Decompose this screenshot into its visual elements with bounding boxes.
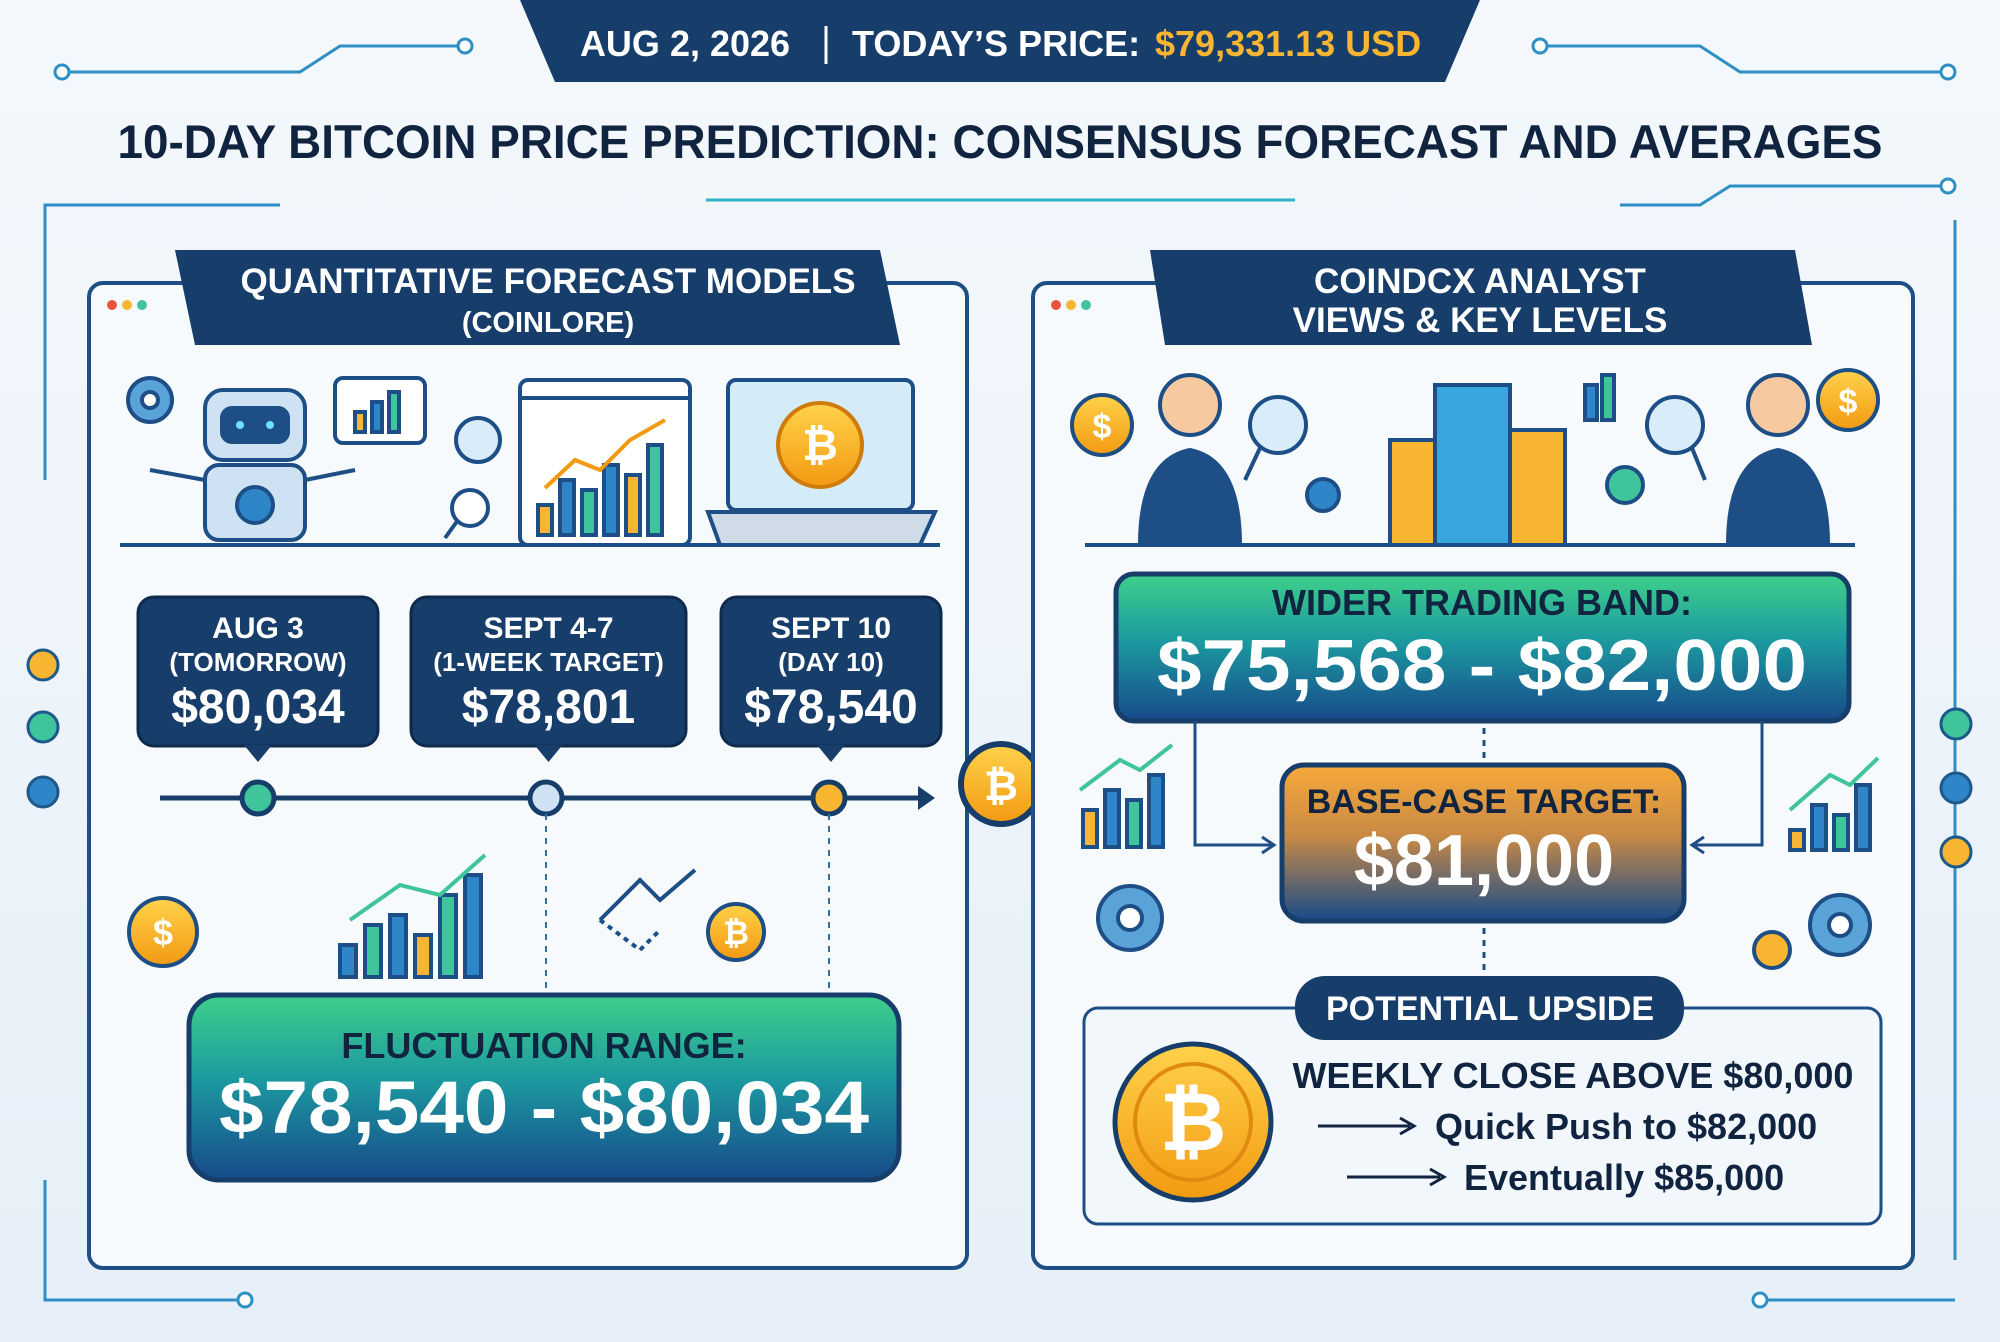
timeline-dots (239, 779, 848, 817)
coin-symbol: ₿ (723, 915, 749, 951)
header-price: $79,331.13 USD (1155, 23, 1421, 64)
left-header-tab (175, 250, 900, 345)
range-value: $78,540 - $80,034 (219, 1066, 869, 1149)
upside-coin-ring (1133, 1062, 1253, 1182)
right-header-tab (1150, 250, 1812, 345)
main-title: 10-DAY BITCOIN PRICE PREDICTION: CONSENS… (118, 115, 1883, 168)
forecast-price: $78,540 (744, 681, 918, 734)
right-title-line-1: COINDCX ANALYST (1314, 262, 1646, 301)
forecast-date: SEPT 10 (771, 612, 891, 645)
left-subtitle: (COINLORE) (462, 307, 634, 339)
upside-label: POTENTIAL UPSIDE (1326, 990, 1654, 1028)
upside-tab (1295, 976, 1684, 1040)
upside-coin-symbol: ₿ (1160, 1077, 1227, 1168)
base-case-value: $81,000 (1354, 821, 1614, 901)
right-decor (1078, 743, 1880, 970)
forecast-date: SEPT 4-7 (483, 612, 613, 645)
forecast-date: AUG 3 (212, 612, 304, 645)
window-dots (107, 300, 147, 310)
forecast-price: $78,801 (462, 681, 636, 734)
forecast-note: (DAY 10) (778, 647, 884, 677)
window-dots (1051, 300, 1091, 310)
upside-line-3: Eventually $85,000 (1464, 1157, 1784, 1198)
right-title-line-2: VIEWS & KEY LEVELS (1293, 301, 1668, 340)
left-illustrations (120, 376, 940, 547)
range-box (186, 992, 902, 1183)
band-box (1113, 571, 1852, 724)
card-pointer (534, 745, 563, 762)
forecast-price: $80,034 (171, 681, 345, 734)
center-coin-symbol: ₿ (984, 762, 1018, 809)
left-title: QUANTITATIVE FORECAST MODELS (240, 262, 855, 301)
right-illustrations (1070, 368, 1880, 547)
coin-symbol: ₿ (802, 421, 838, 470)
dollar-symbol: $ (1839, 383, 1858, 421)
coin-icon (776, 401, 864, 489)
dollar-symbol: $ (153, 912, 173, 953)
upside-arrows (1318, 1116, 1448, 1187)
card-pointer (817, 745, 845, 762)
header-banner (520, 0, 1480, 82)
range-label: FLUCTUATION RANGE: (341, 1025, 746, 1066)
upside-line-2: Quick Push to $82,000 (1435, 1106, 1817, 1147)
circuit-decor (43, 37, 1957, 1309)
base-case-box (1279, 762, 1687, 924)
band-value: $75,568 - $82,000 (1157, 626, 1807, 706)
side-dots (26, 648, 1973, 869)
timeline-arrow (918, 786, 935, 810)
dollar-symbol: $ (1093, 408, 1112, 446)
card-pointer (244, 745, 272, 762)
header-date: AUG 2, 2026 (580, 23, 790, 64)
upside-coin (1112, 1041, 1274, 1203)
upside-line-1: WEEKLY CLOSE ABOVE $80,000 (1293, 1055, 1854, 1096)
forecast-note: (TOMORROW) (169, 647, 346, 677)
connectors (1193, 721, 1764, 972)
range-decor (127, 853, 766, 979)
forecast-note: (1-WEEK TARGET) (433, 647, 664, 677)
base-case-label: BASE-CASE TARGET: (1307, 783, 1662, 821)
header-price-label: TODAY’S PRICE: (852, 23, 1140, 64)
band-label: WIDER TRADING BAND: (1272, 582, 1692, 623)
